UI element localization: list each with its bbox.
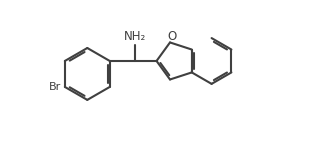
Text: NH₂: NH₂ bbox=[124, 30, 146, 43]
Text: Br: Br bbox=[49, 82, 61, 92]
Text: O: O bbox=[167, 30, 176, 43]
